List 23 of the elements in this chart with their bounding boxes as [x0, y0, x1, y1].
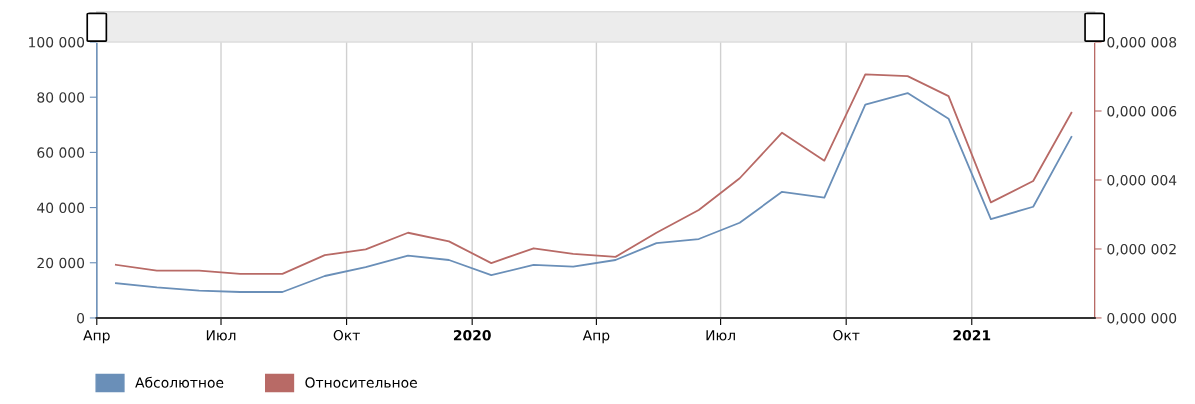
line-series: [115, 92, 1073, 293]
legend-label: Относительное: [305, 377, 417, 388]
y2-tick-label: 0,000 004: [1107, 174, 1177, 187]
y-tick-label: 60 000: [37, 147, 85, 158]
x-tick-label: 2021: [953, 330, 991, 341]
x-tick-label: Окт: [833, 330, 860, 341]
y2-tick-label: 0,000 008: [1107, 36, 1177, 49]
y-tick-label: 40 000: [37, 202, 85, 214]
x-tick-label: Апр: [582, 330, 610, 344]
y2-tick-label: 0,000 000: [1107, 312, 1177, 325]
x-tick-label: Июл: [206, 330, 236, 341]
line-series: [115, 73, 1073, 275]
legend-label: Абсолютное: [135, 376, 224, 388]
x-tick-label: Июл: [706, 330, 735, 341]
x-tick-label: Окт: [333, 330, 360, 341]
y-tick-label: 100 000: [29, 36, 85, 48]
y2-tick-label: 0,000 006: [1107, 105, 1177, 118]
x-tick-label: 2020: [453, 330, 491, 341]
y2-tick-label: 0,000 002: [1107, 243, 1176, 256]
y-tick-label: 20 000: [37, 257, 85, 269]
y-tick-label: 0: [77, 312, 85, 324]
x-tick-label: Апр: [83, 330, 110, 344]
y-tick-label: 80 000: [37, 92, 85, 103]
